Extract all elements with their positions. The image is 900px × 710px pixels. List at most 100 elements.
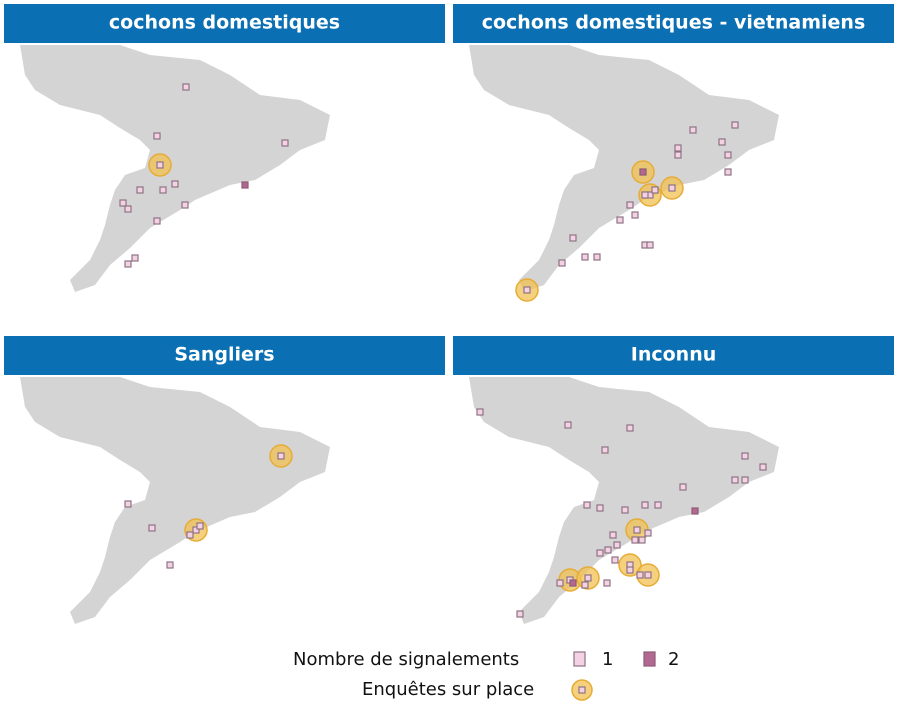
panel: cochons domestiques - vietnamiens xyxy=(453,4,894,302)
report-marker xyxy=(604,546,612,554)
report-marker xyxy=(171,180,179,188)
report-marker xyxy=(593,253,601,261)
panel-header xyxy=(4,4,445,43)
report-marker xyxy=(638,536,646,544)
report-marker xyxy=(196,522,204,530)
report-marker xyxy=(718,138,726,146)
report-marker xyxy=(153,217,161,225)
report-marker xyxy=(613,541,621,549)
map-land xyxy=(469,377,779,624)
report-marker xyxy=(124,500,132,508)
report-marker xyxy=(626,424,634,432)
report-marker xyxy=(131,254,139,262)
report-marker xyxy=(691,507,699,515)
report-marker xyxy=(241,181,249,189)
panel: Sangliers xyxy=(4,336,445,624)
report-marker xyxy=(636,571,644,579)
report-marker xyxy=(611,556,619,564)
report-marker xyxy=(741,452,749,460)
report-marker xyxy=(124,260,132,268)
report-marker xyxy=(136,186,144,194)
report-marker xyxy=(192,526,200,534)
report-marker xyxy=(679,483,687,491)
legend-level: 1 xyxy=(602,649,613,670)
map-land xyxy=(20,377,330,624)
report-marker xyxy=(148,524,156,532)
report-marker xyxy=(584,574,592,582)
panel: cochons domestiques xyxy=(4,4,445,292)
report-marker xyxy=(182,83,190,91)
report-marker xyxy=(646,241,654,249)
report-marker xyxy=(654,501,662,509)
report-marker xyxy=(523,286,531,294)
legend-survey-icon xyxy=(578,686,586,694)
report-marker xyxy=(731,121,739,129)
report-marker xyxy=(626,201,634,209)
report-marker xyxy=(689,126,697,134)
report-marker xyxy=(556,579,564,587)
report-marker xyxy=(516,610,524,618)
report-marker xyxy=(621,506,629,514)
legend-swatch-1 xyxy=(573,651,586,667)
report-marker xyxy=(277,452,285,460)
report-marker xyxy=(609,531,617,539)
report-marker xyxy=(644,571,652,579)
report-marker xyxy=(639,168,647,176)
report-marker xyxy=(674,151,682,159)
report-marker xyxy=(596,549,604,557)
report-marker xyxy=(569,234,577,242)
report-marker xyxy=(583,501,591,509)
legend: Nombre de signalements 1 2 Enquêtes sur … xyxy=(293,649,679,701)
report-marker xyxy=(569,579,577,587)
report-marker xyxy=(159,186,167,194)
report-marker xyxy=(668,184,676,192)
panel-title: Sangliers xyxy=(174,344,274,366)
report-marker xyxy=(741,476,749,484)
report-marker xyxy=(166,561,174,569)
report-marker xyxy=(724,151,732,159)
panel-header xyxy=(453,4,894,43)
report-marker xyxy=(119,199,127,207)
panel-header xyxy=(4,336,445,375)
report-marker xyxy=(156,161,164,169)
report-marker xyxy=(596,504,604,512)
report-marker xyxy=(581,581,589,589)
report-marker xyxy=(731,476,739,484)
report-marker xyxy=(153,132,161,140)
report-marker xyxy=(641,501,649,509)
report-marker xyxy=(476,408,484,416)
panel-title: Inconnu xyxy=(631,344,717,366)
panel-title: cochons domestiques - vietnamiens xyxy=(482,12,866,34)
report-marker xyxy=(564,421,572,429)
legend-survey: Enquêtes sur place xyxy=(362,679,534,700)
panel-header xyxy=(453,336,894,375)
report-marker xyxy=(186,531,194,539)
report-marker xyxy=(626,566,634,574)
map-land xyxy=(20,45,330,292)
report-marker xyxy=(631,211,639,219)
map-land xyxy=(469,45,779,292)
legend-count-title: Nombre de signalements xyxy=(293,649,519,670)
report-marker xyxy=(124,205,132,213)
report-marker xyxy=(616,216,624,224)
report-marker xyxy=(674,144,682,152)
report-marker xyxy=(603,579,611,587)
report-marker xyxy=(651,186,659,194)
panels: cochons domestiques cochons domestiques -… xyxy=(4,4,894,624)
report-marker xyxy=(558,259,566,267)
report-marker xyxy=(644,529,652,537)
legend-swatch-2 xyxy=(643,651,656,667)
legend-level: 2 xyxy=(668,649,679,670)
report-marker xyxy=(181,201,189,209)
report-marker xyxy=(601,446,609,454)
report-marker xyxy=(281,139,289,147)
report-marker xyxy=(759,463,767,471)
panel: Inconnu xyxy=(453,336,894,624)
report-marker xyxy=(633,526,641,534)
report-marker xyxy=(581,253,589,261)
report-marker xyxy=(641,191,649,199)
report-marker xyxy=(724,168,732,176)
panel-title: cochons domestiques xyxy=(109,12,340,34)
report-marker xyxy=(631,536,639,544)
